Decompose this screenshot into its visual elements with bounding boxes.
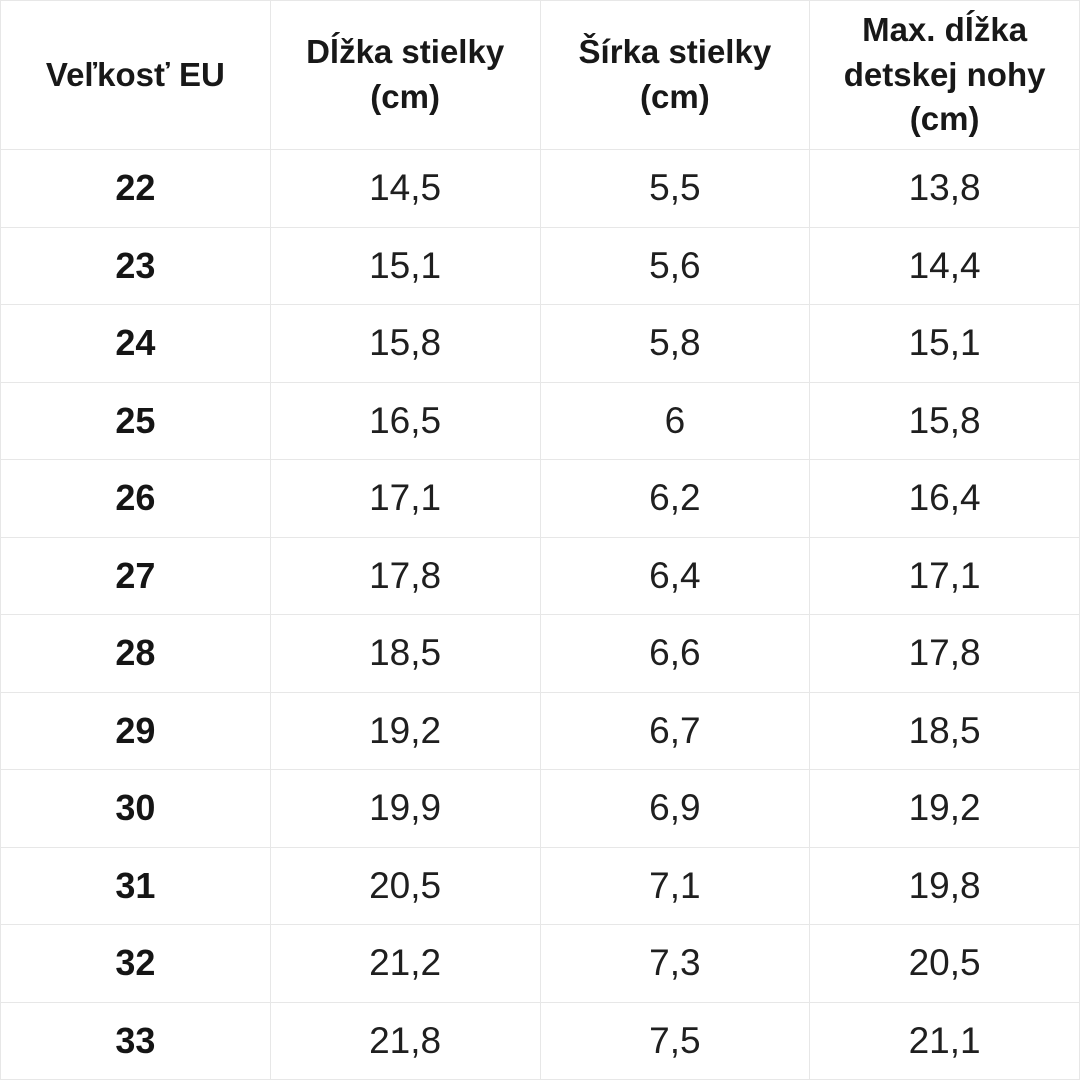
table-row: 26 17,1 6,2 16,4 — [0, 459, 1080, 538]
table-row: 31 20,5 7,1 19,8 — [0, 846, 1080, 925]
cell-insole-length: 18,5 — [269, 614, 541, 693]
col-header-max-foot-length: Max. dĺžka detskej nohy (cm) — [809, 0, 1080, 150]
cell-insole-width: 5,8 — [539, 304, 811, 383]
table-row: 33 21,8 7,5 21,1 — [0, 1001, 1080, 1080]
cell-eu-size: 27 — [0, 536, 271, 615]
cell-insole-length: 14,5 — [269, 149, 541, 228]
cell-max-foot-length: 18,5 — [809, 691, 1080, 770]
cell-insole-width: 6,2 — [539, 459, 811, 538]
table-row: 28 18,5 6,6 17,8 — [0, 614, 1080, 693]
cell-insole-width: 6,6 — [539, 614, 811, 693]
cell-insole-width: 5,5 — [539, 149, 811, 228]
cell-insole-width: 6,9 — [539, 769, 811, 848]
cell-insole-length: 21,8 — [269, 1001, 541, 1080]
cell-eu-size: 24 — [0, 304, 271, 383]
cell-insole-width: 7,1 — [539, 846, 811, 925]
table-row: 24 15,8 5,8 15,1 — [0, 304, 1080, 383]
cell-eu-size: 29 — [0, 691, 271, 770]
table-body: 22 14,5 5,5 13,8 23 15,1 5,6 14,4 24 15,… — [0, 149, 1080, 1080]
cell-max-foot-length: 21,1 — [809, 1001, 1080, 1080]
cell-insole-width: 5,6 — [539, 226, 811, 305]
table-row: 32 21,2 7,3 20,5 — [0, 924, 1080, 1003]
cell-max-foot-length: 13,8 — [809, 149, 1080, 228]
cell-max-foot-length: 19,8 — [809, 846, 1080, 925]
cell-insole-width: 6,4 — [539, 536, 811, 615]
cell-max-foot-length: 19,2 — [809, 769, 1080, 848]
header-row: Veľkosť EU Dĺžka stielky (cm) Šírka stie… — [0, 0, 1080, 150]
cell-insole-length: 20,5 — [269, 846, 541, 925]
cell-eu-size: 28 — [0, 614, 271, 693]
cell-max-foot-length: 16,4 — [809, 459, 1080, 538]
cell-eu-size: 32 — [0, 924, 271, 1003]
cell-eu-size: 30 — [0, 769, 271, 848]
cell-max-foot-length: 17,1 — [809, 536, 1080, 615]
cell-insole-length: 17,8 — [269, 536, 541, 615]
cell-insole-length: 21,2 — [269, 924, 541, 1003]
cell-insole-length: 19,2 — [269, 691, 541, 770]
cell-max-foot-length: 15,1 — [809, 304, 1080, 383]
cell-insole-width: 7,5 — [539, 1001, 811, 1080]
cell-max-foot-length: 20,5 — [809, 924, 1080, 1003]
cell-eu-size: 23 — [0, 226, 271, 305]
col-header-insole-length: Dĺžka stielky (cm) — [269, 0, 541, 150]
cell-insole-length: 19,9 — [269, 769, 541, 848]
table-row: 23 15,1 5,6 14,4 — [0, 226, 1080, 305]
cell-max-foot-length: 15,8 — [809, 381, 1080, 460]
table-row: 27 17,8 6,4 17,1 — [0, 536, 1080, 615]
cell-insole-length: 15,8 — [269, 304, 541, 383]
table-row: 22 14,5 5,5 13,8 — [0, 149, 1080, 228]
table-row: 29 19,2 6,7 18,5 — [0, 691, 1080, 770]
cell-insole-width: 6 — [539, 381, 811, 460]
cell-eu-size: 25 — [0, 381, 271, 460]
cell-max-foot-length: 17,8 — [809, 614, 1080, 693]
cell-insole-length: 17,1 — [269, 459, 541, 538]
table-row: 30 19,9 6,9 19,2 — [0, 769, 1080, 848]
cell-insole-width: 7,3 — [539, 924, 811, 1003]
col-header-eu-size: Veľkosť EU — [0, 0, 271, 150]
cell-insole-length: 15,1 — [269, 226, 541, 305]
cell-insole-width: 6,7 — [539, 691, 811, 770]
table-row: 25 16,5 6 15,8 — [0, 381, 1080, 460]
cell-eu-size: 26 — [0, 459, 271, 538]
cell-eu-size: 22 — [0, 149, 271, 228]
cell-max-foot-length: 14,4 — [809, 226, 1080, 305]
cell-insole-length: 16,5 — [269, 381, 541, 460]
cell-eu-size: 33 — [0, 1001, 271, 1080]
cell-eu-size: 31 — [0, 846, 271, 925]
col-header-insole-width: Šírka stielky (cm) — [539, 0, 811, 150]
